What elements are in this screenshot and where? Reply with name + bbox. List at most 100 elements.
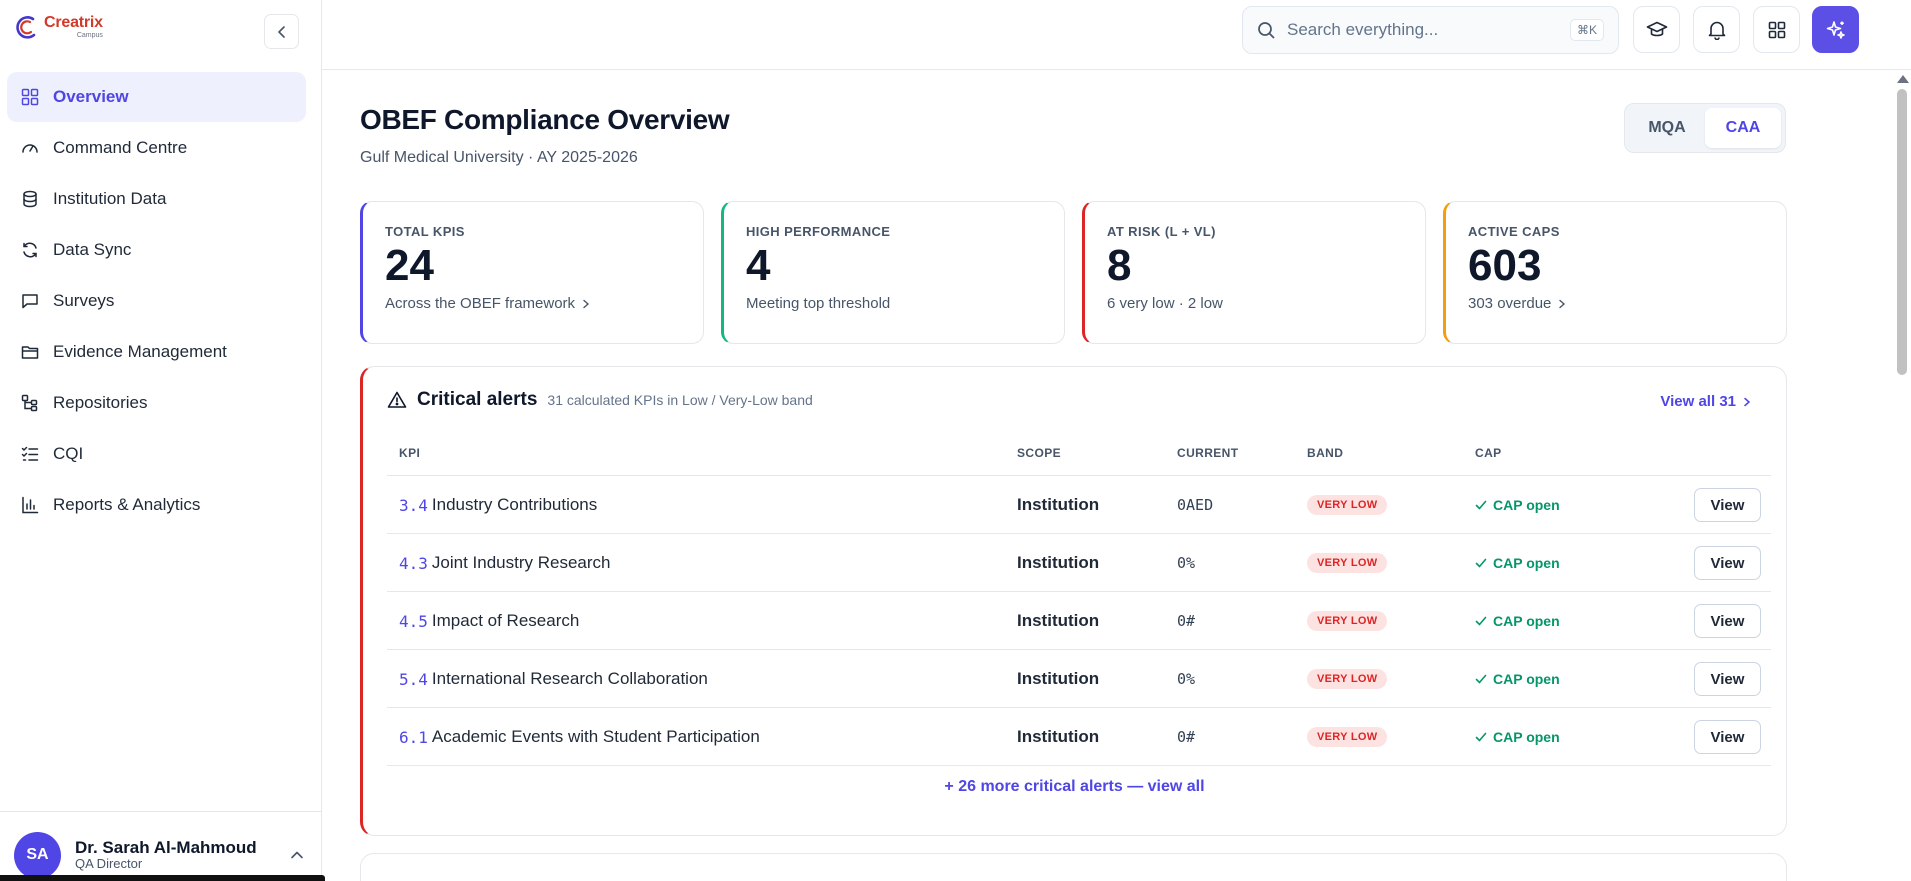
kpi-name: International Research Collaboration: [431, 669, 708, 688]
kpi-scope: Institution: [1017, 669, 1100, 688]
column-header-scope: SCOPE: [1017, 446, 1062, 460]
tree-icon: [21, 394, 38, 412]
kpi-scope: Institution: [1017, 611, 1100, 630]
sidebar-item-command-centre[interactable]: Command Centre: [7, 123, 306, 173]
cap-status: CAP open: [1475, 708, 1560, 766]
sidebar: Creatrix Campus Overview Command Centre …: [0, 0, 325, 881]
kpi-name: Joint Industry Research: [431, 553, 611, 572]
sidebar-item-reports-analytics[interactable]: Reports & Analytics: [7, 480, 306, 530]
kpi-scope: Institution: [1017, 727, 1100, 746]
check-icon: [1475, 558, 1487, 568]
stat-value: 24: [385, 241, 434, 290]
kpi-current: 0#: [1177, 612, 1196, 630]
scroll-up-arrow[interactable]: [1897, 75, 1909, 83]
search-icon: [1258, 22, 1275, 39]
bottom-bar: [0, 875, 325, 881]
cap-status: CAP open: [1475, 476, 1560, 534]
logo-icon: [16, 16, 36, 39]
search-input[interactable]: Search everything... ⌘K: [1242, 6, 1619, 54]
cap-status: CAP open: [1475, 534, 1560, 592]
gauge-icon: [22, 144, 38, 153]
stat-value: 603: [1468, 241, 1542, 290]
view-button[interactable]: View: [1694, 720, 1761, 754]
band-badge: VERY LOW: [1307, 611, 1388, 631]
stat-card-total-kpis[interactable]: TOTAL KPIS 24 Across the OBEF framework: [360, 201, 704, 344]
stat-sub-text: Meeting top threshold: [746, 295, 891, 313]
view-button[interactable]: View: [1694, 546, 1761, 580]
sidebar-item-cqi[interactable]: CQI: [7, 429, 306, 479]
sidebar-item-overview[interactable]: Overview: [7, 72, 306, 122]
kpi-code: 6.1: [399, 727, 428, 747]
view-button[interactable]: View: [1694, 662, 1761, 696]
kpi-code: 4.5: [399, 611, 428, 631]
sidebar-item-label: CQI: [53, 444, 84, 463]
stat-sub: 6 very low · 2 low: [1107, 295, 1403, 312]
check-icon: [1475, 500, 1487, 510]
view-button[interactable]: View: [1694, 488, 1761, 522]
notifications-button[interactable]: [1693, 6, 1740, 53]
scroll-thumb[interactable]: [1897, 89, 1907, 375]
toggle-caa[interactable]: CAA: [1705, 108, 1781, 148]
cap-label: CAP open: [1493, 671, 1560, 687]
refresh-icon: [23, 242, 37, 258]
stat-sub: Across the OBEF framework: [385, 295, 681, 312]
user-menu[interactable]: SA Dr. Sarah Al-Mahmoud QA Director: [0, 811, 322, 881]
stat-card-high-performance[interactable]: HIGH PERFORMANCE 4 Meeting top threshold: [721, 201, 1065, 344]
avatar: SA: [14, 831, 61, 879]
framework-toggle: MQA CAA: [1624, 103, 1786, 153]
alerts-table-body: 3.4 Industry Contributions Institution 0A…: [387, 476, 1771, 766]
scrollbar[interactable]: [1892, 71, 1911, 881]
learning-button[interactable]: [1633, 6, 1680, 53]
user-role: QA Director: [75, 856, 143, 872]
view-all-link[interactable]: View all 31: [1660, 393, 1752, 410]
more-alerts-link[interactable]: + 26 more critical alerts — view all: [944, 778, 1205, 795]
kpi-current: 0%: [1177, 670, 1196, 688]
cap-label: CAP open: [1493, 497, 1560, 513]
stat-label: TOTAL KPIS: [385, 224, 465, 239]
column-header-cap: CAP: [1475, 446, 1502, 460]
chat-icon: [22, 294, 38, 309]
graduation-cap-icon: [1646, 21, 1667, 36]
sidebar-item-label: Command Centre: [53, 138, 188, 157]
stat-card-at-risk[interactable]: AT RISK (L + VL) 8 6 very low · 2 low: [1082, 201, 1426, 344]
page-title: OBEF Compliance Overview: [360, 104, 730, 135]
collapse-sidebar-button[interactable]: [264, 14, 299, 49]
table-row: 4.3 Joint Industry Research Institution 0…: [387, 534, 1771, 592]
kpi-scope: Institution: [1017, 553, 1100, 572]
chevron-left-icon: [277, 25, 285, 38]
sidebar-item-label: Overview: [53, 87, 129, 106]
sparkles-icon: [1826, 20, 1845, 39]
sidebar-item-institution-data[interactable]: Institution Data: [7, 174, 306, 224]
brand-logo[interactable]: Creatrix Campus: [14, 14, 103, 40]
sidebar-item-surveys[interactable]: Surveys: [7, 276, 306, 326]
kpi-code: 4.3: [399, 553, 428, 573]
brand-sub: Campus: [76, 32, 103, 39]
sidebar-item-evidence-management[interactable]: Evidence Management: [7, 327, 306, 377]
cap-label: CAP open: [1493, 613, 1560, 629]
sidebar-item-data-sync[interactable]: Data Sync: [7, 225, 306, 275]
checklist-icon: [21, 446, 39, 461]
stat-cards: TOTAL KPIS 24 Across the OBEF framework …: [360, 201, 1787, 344]
cap-status: CAP open: [1475, 650, 1560, 708]
grid-icon: [1768, 21, 1785, 38]
sidebar-item-label: Reports & Analytics: [53, 495, 201, 514]
apps-button[interactable]: [1753, 6, 1800, 53]
bar-chart-icon: [22, 496, 39, 514]
stat-label: HIGH PERFORMANCE: [746, 224, 891, 239]
band-badge: VERY LOW: [1307, 495, 1388, 515]
sidebar-nav: Overview Command Centre Institution Data…: [7, 72, 306, 531]
topbar: Search everything... ⌘K: [322, 0, 1911, 70]
toggle-mqa[interactable]: MQA: [1648, 119, 1686, 136]
critical-alerts-card: Critical alerts 31 calculated KPIs in Lo…: [360, 366, 1787, 836]
table-row: 4.5 Impact of Research Institution 0# VER…: [387, 592, 1771, 650]
stat-card-active-caps[interactable]: ACTIVE CAPS 603 303 overdue: [1443, 201, 1787, 344]
column-header-kpi: KPI: [399, 446, 421, 460]
sidebar-item-repositories[interactable]: Repositories: [7, 378, 306, 428]
stat-sub-text: 303 overdue: [1468, 295, 1552, 313]
stat-value: 4: [746, 241, 771, 290]
view-button[interactable]: View: [1694, 604, 1761, 638]
cap-label: CAP open: [1493, 729, 1560, 745]
ai-assistant-button[interactable]: [1812, 6, 1859, 53]
chevron-right-icon: [583, 299, 590, 308]
